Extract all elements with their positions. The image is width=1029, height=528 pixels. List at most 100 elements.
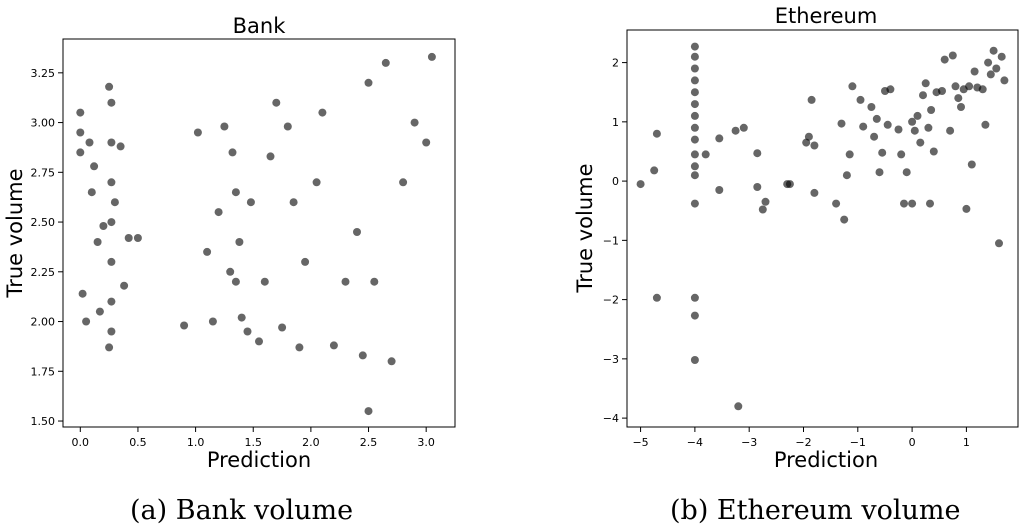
ethereum-scatter-point [761, 197, 770, 206]
ethereum-scatter-point [848, 82, 857, 91]
bank-scatter-point [255, 337, 263, 346]
bank-x-tick-label: 0.0 [72, 436, 90, 449]
bank-x-tick-label: 1.0 [187, 436, 205, 449]
bank-scatter-point [82, 317, 91, 326]
ethereum-scatter-point [690, 88, 699, 97]
ethereum-scatter-point [965, 82, 974, 91]
ethereum-scatter-point [715, 186, 724, 194]
bank-scatter-point [231, 188, 240, 197]
bank-scatter-point [246, 198, 255, 207]
ethereum-scatter-point [690, 293, 699, 302]
ethereum-scatter-point [924, 123, 933, 132]
bank-scatter-point [90, 162, 99, 171]
bank-scatter-point [381, 58, 390, 67]
bank-scatter-point [180, 321, 189, 330]
ethereum-scatter-point [962, 204, 971, 213]
bank-scatter-point [107, 138, 116, 147]
ethereum-scatter-point [859, 122, 868, 131]
ethereum-chart-title: Ethereum [775, 4, 878, 28]
bank-scatter-point [226, 267, 235, 276]
ethereum-x-tick-label: −3 [741, 436, 757, 449]
ethereum-scatter-point [807, 95, 816, 104]
bank-scatter-point [260, 277, 269, 286]
caption-ethereum: (b) Ethereum volume [670, 495, 961, 526]
ethereum-scatter-point [837, 119, 846, 128]
ethereum-y-tick-label: −4 [603, 412, 619, 425]
bank-y-tick-label: 1.75 [31, 365, 56, 378]
ethereum-scatter-point [690, 171, 699, 180]
bank-scatter-point [427, 52, 436, 61]
bank-y-tick-label: 2.50 [31, 216, 56, 229]
ethereum-scatter-point [867, 103, 876, 111]
ethereum-scatter-point [701, 150, 710, 159]
ethereum-scatter-point [652, 129, 661, 138]
ethereum-scatter-point [1000, 76, 1009, 85]
ethereum-scatter-point [832, 199, 841, 208]
ethereum-x-tick-label: −5 [632, 436, 648, 449]
bank-scatter-point [399, 178, 408, 187]
ethereum-scatter-point [929, 147, 938, 156]
ethereum-scatter-point [995, 239, 1003, 248]
ethereum-scatter-point [908, 117, 917, 126]
bank-scatter-point [99, 222, 108, 230]
bank-y-tick-label: 2.75 [31, 166, 56, 179]
ethereum-scatter-point [902, 168, 911, 177]
ethereum-scatter-point [938, 87, 946, 95]
bank-scatter-point [203, 247, 212, 256]
bank-scatter-point [301, 257, 310, 266]
bank-scatter-point [312, 178, 321, 187]
bank-scatter-point [235, 238, 244, 246]
bank-scatter-point [220, 122, 229, 131]
ethereum-scatter-point [919, 91, 927, 100]
ethereum-scatter-point [690, 356, 699, 364]
ethereum-scatter-point [967, 160, 976, 169]
ethereum-scatter-point [894, 125, 903, 134]
bank-scatter-point [193, 128, 202, 137]
ethereum-x-tick-label: −1 [850, 436, 866, 449]
ethereum-scatter-point [650, 166, 659, 175]
bank-scatter-point [87, 188, 96, 197]
ethereum-x-axis-label: Prediction [774, 448, 878, 472]
ethereum-scatter-point [690, 135, 699, 144]
bank-scatter-point [107, 218, 116, 227]
ethereum-scatter-point [951, 82, 960, 91]
ethereum-scatter-point [690, 311, 699, 320]
bank-scatter-point [341, 277, 350, 286]
bank-scatter-point [289, 198, 298, 207]
ethereum-y-axis-label: True volume [573, 163, 597, 293]
ethereum-scatter-point [900, 199, 908, 208]
bank-y-tick-label: 3.25 [31, 67, 56, 80]
ethereum-scatter-point [715, 134, 724, 143]
bank-scatter-point [95, 307, 104, 316]
bank-scatter-point [353, 228, 361, 236]
bank-scatter-panel: Bank 0.0 0.5 1.0 1.5 2.0 2.5 3.0 1.50 1.75 2.00 2… [3, 14, 456, 472]
bank-scatter-point [295, 343, 304, 352]
bank-y-tick-label: 2.25 [31, 266, 56, 279]
bank-x-tick-label: 2.0 [302, 436, 320, 449]
bank-scatter-point [107, 178, 116, 187]
ethereum-scatter-point [840, 215, 849, 224]
caption-bank: (a) Bank volume [130, 495, 354, 526]
ethereum-scatter-point [886, 85, 895, 94]
ethereum-y-tick-label: −3 [603, 353, 619, 366]
ethereum-scatter-point [753, 149, 762, 158]
bank-scatter-point [231, 277, 240, 286]
ethereum-scatter-point [785, 180, 794, 189]
ethereum-scatter-point [690, 100, 699, 109]
ethereum-axes-frame [626, 29, 1019, 428]
bank-points-layer [76, 52, 436, 416]
ethereum-scatter-point [690, 162, 699, 171]
bank-y-ticks: 1.50 1.75 2.00 2.25 2.50 2.75 3.00 3.25 [31, 67, 63, 428]
bank-scatter-point [266, 152, 275, 161]
bank-scatter-point [76, 148, 85, 157]
ethereum-scatter-point [875, 168, 884, 177]
ethereum-scatter-point [870, 132, 879, 141]
ethereum-y-tick-label: 0 [612, 175, 619, 188]
bank-scatter-point [116, 142, 125, 151]
ethereum-scatter-point [908, 199, 917, 208]
bank-scatter-point [78, 289, 87, 298]
ethereum-points-layer [636, 42, 1009, 411]
ethereum-scatter-point [845, 150, 854, 159]
ethereum-scatter-point [981, 120, 990, 129]
ethereum-scatter-point [957, 103, 965, 111]
